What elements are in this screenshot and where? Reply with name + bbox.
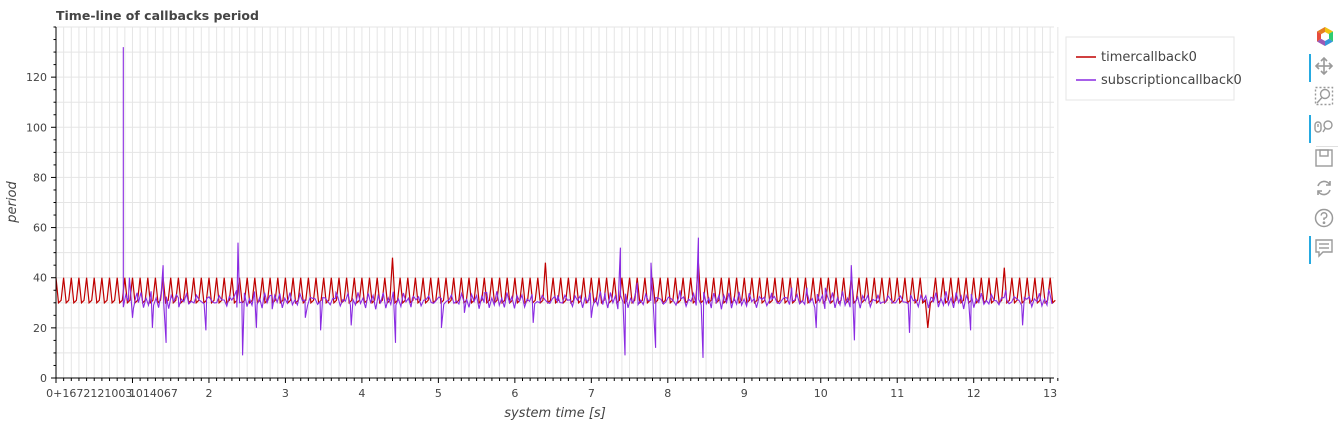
x-tick-label: 12 xyxy=(967,387,981,400)
x-tick-label: 3 xyxy=(282,387,289,400)
box-zoom-icon[interactable] xyxy=(1306,82,1339,112)
x-axis-label: system time [s] xyxy=(504,406,606,421)
y-tick-label: 40 xyxy=(33,272,47,285)
y-tick-label: 100 xyxy=(26,121,47,134)
series-line-subscriptioncallback0[interactable] xyxy=(122,47,1053,358)
x-offset-label: 0+1672121003.014067 xyxy=(46,387,178,400)
save-icon[interactable] xyxy=(1306,144,1339,174)
y-tick-label: 20 xyxy=(33,322,47,335)
legend[interactable]: timercallback0 subscriptioncallback0 xyxy=(1065,36,1242,101)
reset-icon[interactable] xyxy=(1306,174,1339,204)
y-tick-label: 60 xyxy=(33,222,47,235)
x-tick-label: 1 xyxy=(129,387,136,400)
hover-icon[interactable] xyxy=(1306,234,1339,264)
x-tick-label: 5 xyxy=(435,387,442,400)
x-tick-label: 9 xyxy=(741,387,748,400)
legend-label-timercallback0: timercallback0 xyxy=(1101,50,1197,65)
y-tick-label: 0 xyxy=(40,372,47,385)
x-tick-label: 13 xyxy=(1043,387,1057,400)
x-tick-label: 8 xyxy=(664,387,671,400)
y-tick-label: 120 xyxy=(26,71,47,84)
series-line-timercallback0[interactable] xyxy=(55,257,1056,328)
help-icon[interactable] xyxy=(1306,204,1339,234)
x-tick-label: 11 xyxy=(890,387,904,400)
x-tick-label: 2 xyxy=(205,387,212,400)
chart: Time-line of callbacks period 0 20 40 60 80 1… xyxy=(5,8,1242,421)
chart-title: Time-line of callbacks period xyxy=(56,8,259,23)
x-tick-label: 7 xyxy=(588,387,595,400)
legend-label-subscriptioncallback0: subscriptioncallback0 xyxy=(1101,73,1242,88)
grid xyxy=(55,26,1059,379)
x-tick-label: 4 xyxy=(358,387,365,400)
bokeh-logo-icon[interactable] xyxy=(1306,22,1339,52)
x-tick-label: 10 xyxy=(814,387,828,400)
pan-icon[interactable] xyxy=(1306,52,1339,82)
toolbar xyxy=(1306,22,1339,272)
wheel-zoom-icon[interactable] xyxy=(1306,113,1339,143)
y-tick-label: 80 xyxy=(33,171,47,184)
y-axis-label: period xyxy=(5,181,20,224)
x-tick-label: 6 xyxy=(511,387,518,400)
series-layer xyxy=(55,47,1056,358)
